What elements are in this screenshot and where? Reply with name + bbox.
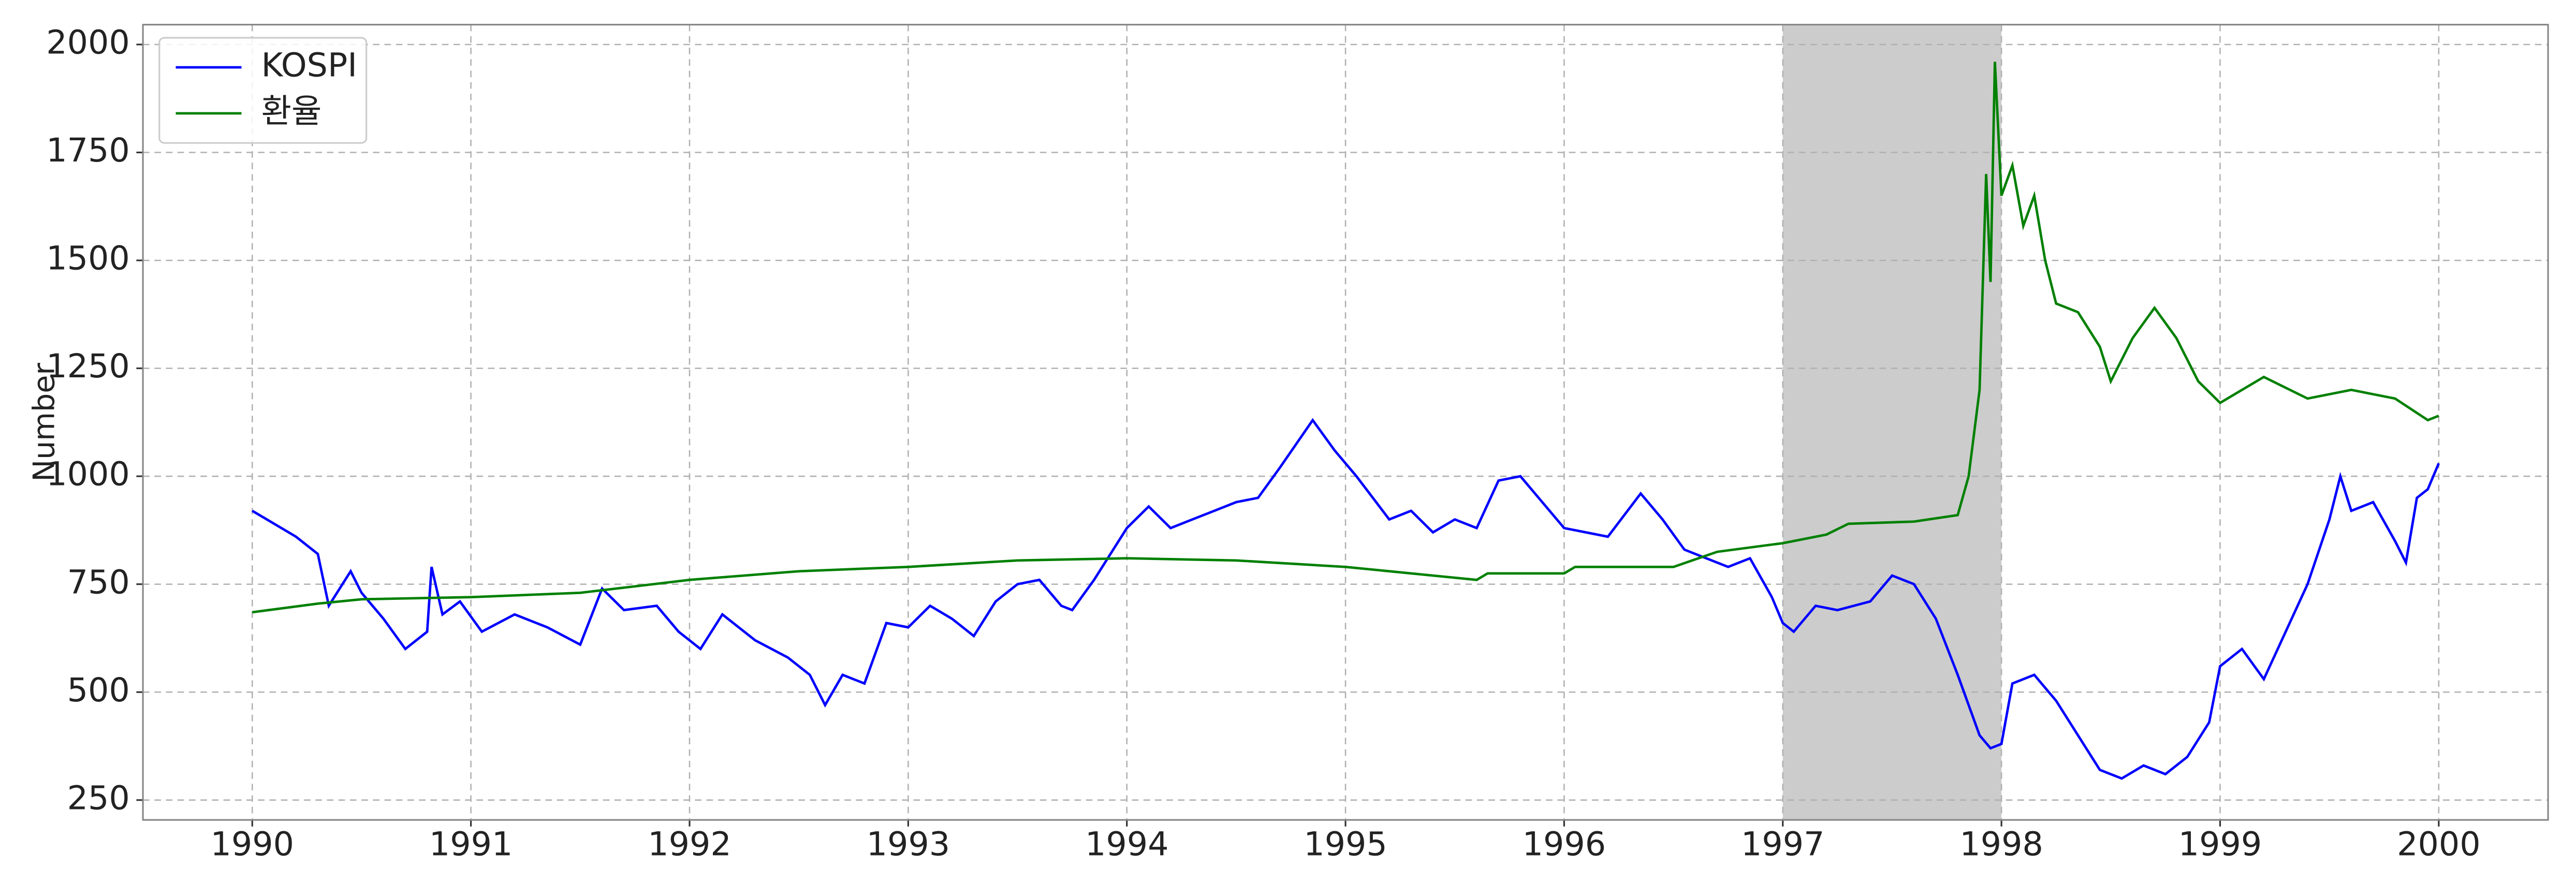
y-tick-label: 2000 [46,23,129,62]
x-tick-label: 1993 [867,825,950,863]
x-tick-label: 1995 [1304,825,1387,863]
x-tick-label: 2000 [2397,825,2480,863]
y-tick-label: 750 [67,563,130,601]
y-axis-label: Number [27,363,61,482]
legend-label: KOSPI [261,46,357,84]
x-tick-label: 1994 [1085,825,1168,863]
x-tick-label: 1997 [1741,825,1824,863]
y-tick-label: 1750 [46,131,129,169]
y-tick-label: 1250 [46,347,129,385]
plot-frame [142,24,2549,821]
y-tick-label: 250 [67,778,130,817]
x-tick-label: 1991 [429,825,513,863]
y-tick-label: 500 [67,671,130,709]
x-tick-label: 1996 [1523,825,1606,863]
shaded-region [1782,24,2002,820]
x-tick-label: 1998 [1959,825,2043,863]
x-tick-label: 1992 [648,825,731,863]
legend-box [158,37,368,144]
y-tick-label: 1500 [46,239,129,277]
x-tick-label: 1999 [2178,825,2262,863]
line [252,418,2440,780]
line [252,62,2439,614]
y-tick-label: 1000 [46,455,129,493]
x-tick-label: 1990 [211,825,294,863]
legend-label: 환율 [261,92,322,130]
